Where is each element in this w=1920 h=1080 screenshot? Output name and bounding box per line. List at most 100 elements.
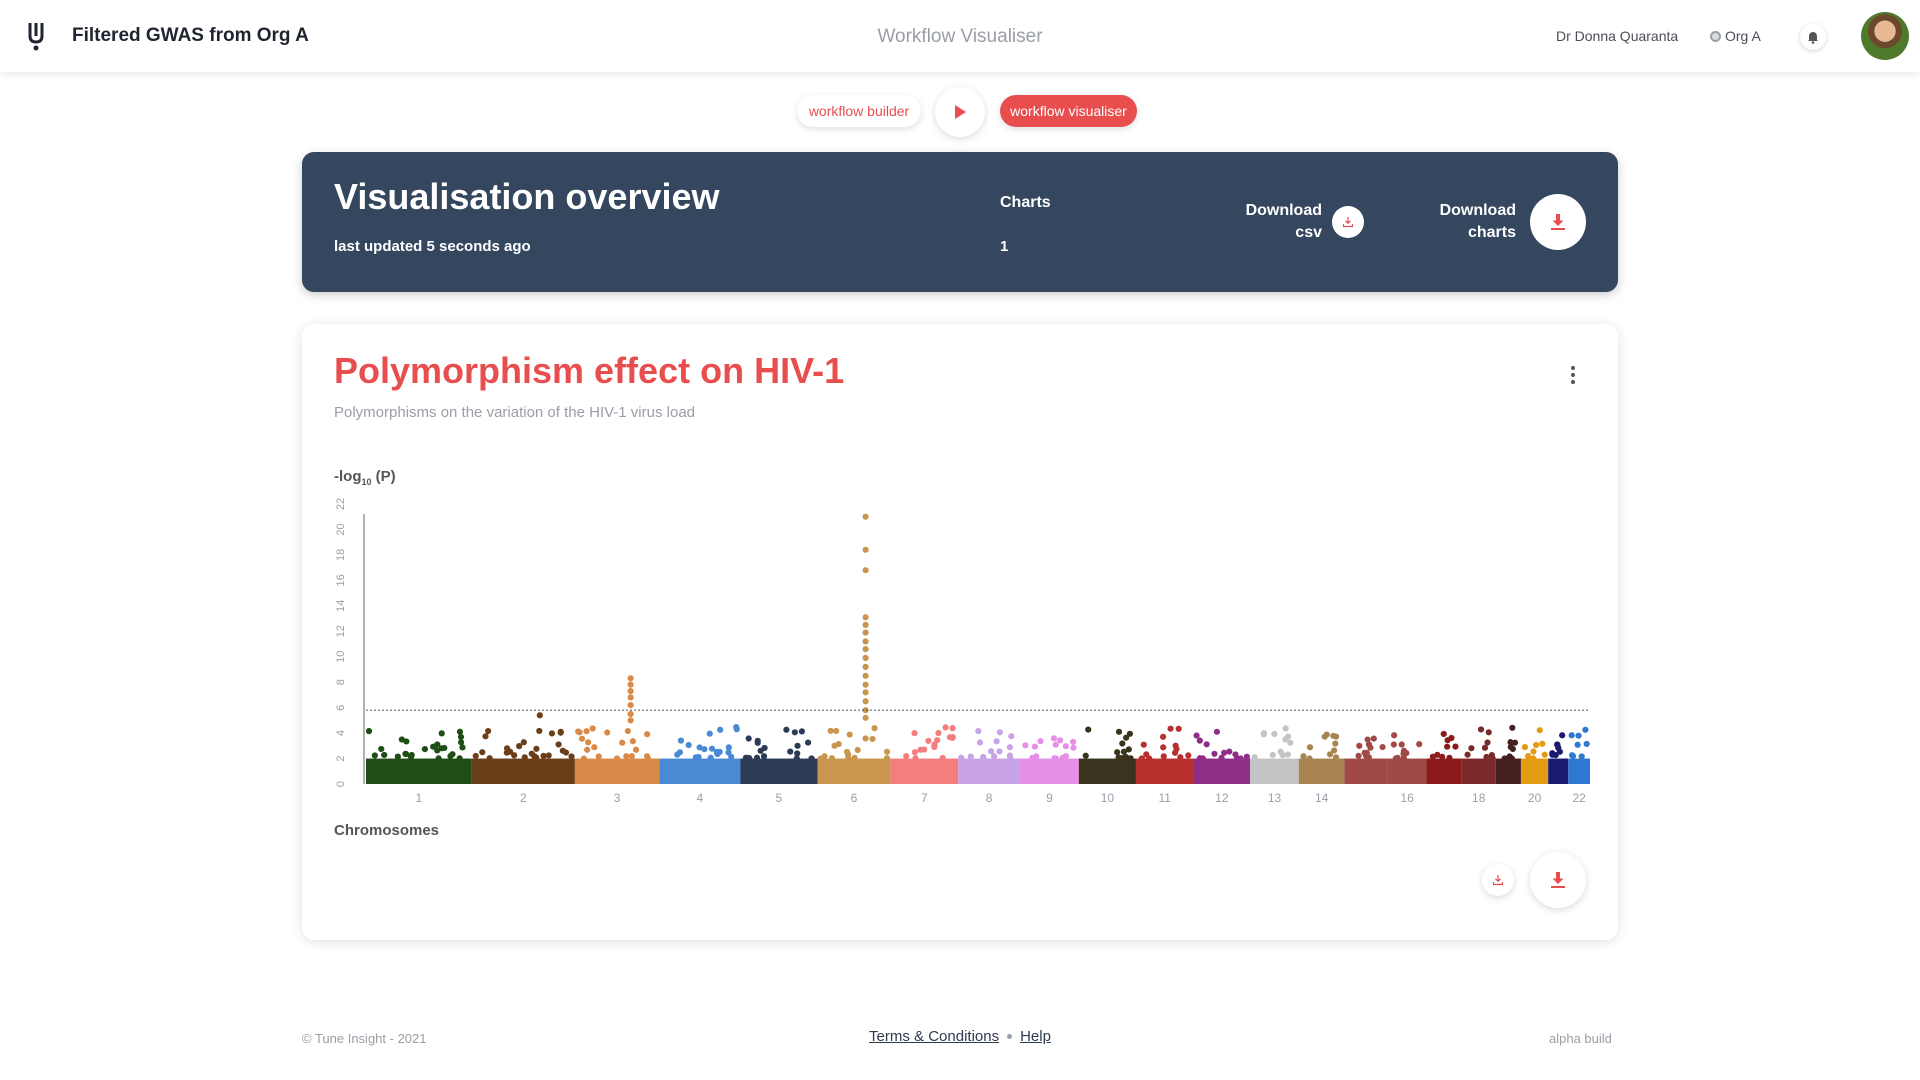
snp-point: [1221, 749, 1228, 756]
workflow-builder-button[interactable]: workflow builder: [797, 95, 921, 127]
footer-links: Terms & Conditions Help: [0, 1028, 1920, 1045]
snp-point: [365, 728, 373, 735]
snp-point: [1120, 748, 1128, 755]
x-tick-label: 18: [1472, 791, 1486, 805]
snp-point: [1052, 741, 1059, 748]
snp-point: [1575, 732, 1582, 739]
snp-point: [1172, 742, 1179, 749]
snp-point: [1326, 751, 1334, 758]
bell-icon: [1808, 31, 1818, 44]
snp-peak-point: [627, 717, 634, 724]
snp-point: [717, 726, 724, 733]
snp-point: [407, 753, 415, 760]
snp-point: [808, 755, 815, 762]
snp-point: [835, 740, 842, 748]
snp-point: [533, 745, 540, 752]
snp-point: [827, 727, 834, 734]
terms-link[interactable]: Terms & Conditions: [869, 1028, 1000, 1045]
download-chart-image-button[interactable]: [1530, 852, 1586, 908]
x-tick-label: 11: [1158, 791, 1171, 805]
x-tick-label: 14: [1315, 791, 1329, 805]
download-icon: [1551, 872, 1565, 888]
notifications-button[interactable]: [1800, 24, 1826, 50]
download-chart-csv-button[interactable]: [1482, 864, 1514, 896]
snp-point: [1196, 737, 1203, 744]
snp-point: [942, 724, 949, 731]
snp-peak-point: [627, 675, 634, 682]
snp-point: [1140, 741, 1147, 748]
y-axis-label: -log10 (P): [334, 468, 396, 487]
snp-point: [1211, 750, 1218, 757]
x-tick-label: 6: [851, 791, 858, 805]
snp-point: [456, 728, 464, 735]
snp-point: [1365, 741, 1373, 748]
snp-point: [1549, 750, 1556, 757]
chromosome-band-13: [1250, 758, 1299, 784]
download-charts-button[interactable]: [1530, 194, 1586, 250]
snp-point: [1511, 739, 1519, 746]
y-tick-label: 8: [335, 679, 347, 685]
snp-point: [441, 744, 448, 752]
snp-point: [939, 754, 946, 762]
snp-point: [804, 739, 812, 746]
chart-menu-button[interactable]: [1562, 362, 1584, 388]
snp-point: [1279, 752, 1286, 759]
snp-point: [1370, 735, 1377, 742]
snp-point: [833, 727, 840, 735]
snp-point: [1203, 741, 1210, 748]
snp-point: [1356, 742, 1363, 749]
snp-point: [912, 755, 919, 762]
chromosome-band-18: [1461, 758, 1496, 784]
snp-point: [1159, 733, 1167, 740]
snp-point: [1127, 755, 1134, 762]
snp-point: [1243, 753, 1250, 760]
chromosome-band-15: [1344, 758, 1388, 784]
snp-point: [677, 737, 685, 744]
snp-point: [1306, 744, 1314, 751]
user-name[interactable]: Dr Donna Quaranta: [1556, 28, 1679, 44]
snp-point: [1444, 737, 1451, 744]
snp-point: [958, 754, 965, 761]
logo-icon[interactable]: [26, 22, 46, 52]
snp-point: [583, 728, 590, 735]
run-workflow-button[interactable]: [935, 87, 985, 137]
snp-peak-point: [862, 707, 869, 714]
snp-point: [503, 749, 510, 756]
snp-point: [1481, 744, 1489, 751]
snp-point: [1306, 755, 1313, 762]
snp-point: [520, 739, 527, 746]
snp-peak-point: [862, 513, 869, 520]
snp-point: [536, 727, 543, 735]
download-csv-button[interactable]: [1332, 206, 1364, 238]
visualisation-overview: Visualisation overview last updated 5 se…: [302, 152, 1618, 292]
snp-point: [692, 754, 699, 761]
snp-point: [604, 729, 611, 736]
snp-point: [787, 748, 794, 755]
play-icon: [955, 105, 966, 119]
snp-point: [585, 739, 592, 746]
help-link[interactable]: Help: [1020, 1028, 1051, 1045]
avatar[interactable]: [1861, 12, 1909, 60]
snp-point: [1285, 733, 1292, 740]
snp-point: [1509, 724, 1516, 731]
snp-point: [1464, 751, 1471, 758]
snp-point: [757, 747, 764, 754]
snp-point: [644, 755, 652, 762]
snp-point: [533, 754, 540, 761]
snp-point: [1051, 754, 1058, 762]
snp-point: [996, 748, 1003, 755]
org-selector[interactable]: Org A: [1710, 28, 1761, 44]
y-tick-label: 6: [335, 705, 347, 711]
x-axis-label: Chromosomes: [334, 822, 440, 839]
workflow-visualiser-button[interactable]: workflow visualiser: [1000, 95, 1137, 127]
y-tick-label: 22: [335, 498, 347, 510]
snp-point: [1525, 752, 1532, 760]
snp-point: [871, 725, 878, 732]
snp-point: [990, 753, 998, 760]
snp-point: [1440, 730, 1447, 738]
snp-point: [1171, 749, 1179, 756]
snp-point: [1400, 754, 1407, 761]
snp-point: [1119, 740, 1126, 747]
snp-point: [674, 751, 681, 758]
